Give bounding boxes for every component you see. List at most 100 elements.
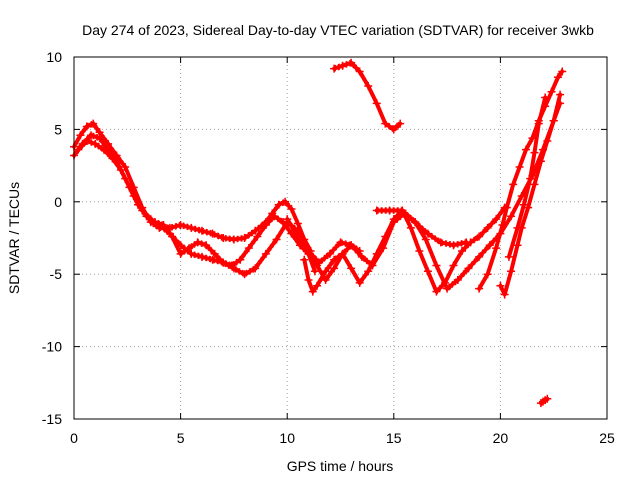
x-axis-label: GPS time / hours [287, 458, 394, 474]
point-track-f-0 [372, 206, 381, 215]
point-track-d-26 [556, 90, 565, 99]
point-track-e-4 [321, 267, 330, 276]
series-lower-edge-track-g [478, 73, 563, 292]
series-line-track-g [477, 69, 565, 291]
point-track-c-8 [142, 212, 151, 221]
point-track-d-5 [336, 238, 345, 247]
point-track-f-7 [462, 238, 471, 247]
point-track-b-20 [261, 249, 270, 258]
point-track-e-17 [432, 287, 441, 296]
point-track-e-3 [313, 281, 322, 290]
data-traces [70, 58, 567, 408]
point-track-a-25 [287, 205, 296, 214]
point-track-c-16 [210, 249, 219, 258]
point-track-e-7 [347, 264, 356, 273]
series-lower-edge-track-h [499, 105, 561, 299]
point-track-a-26 [293, 219, 302, 228]
point-track-c-29 [321, 275, 330, 284]
point-track-b-19 [251, 264, 260, 273]
point-track-b-25 [310, 267, 319, 276]
point-track-c-4 [108, 154, 117, 163]
point-track-c-1 [82, 136, 91, 145]
point-track-c-24 [278, 218, 287, 227]
point-track-b-15 [208, 255, 217, 264]
y-tick-label-3: 0 [54, 194, 62, 210]
point-track-a-19 [240, 234, 249, 242]
point-track-j-6 [381, 119, 390, 128]
point-track-e-11 [381, 232, 390, 241]
point-track-b-2 [87, 131, 96, 140]
point-track-c-3 [99, 145, 108, 154]
point-track-c-7 [133, 200, 142, 209]
y-axis-label: SDTVAR / TECUs [6, 182, 22, 294]
point-track-c-20 [244, 244, 253, 253]
y-tick-label-4: 5 [54, 121, 62, 137]
point-track-c-6 [125, 183, 134, 192]
point-track-c-23 [270, 212, 279, 221]
point-track-e-14 [406, 223, 415, 232]
point-track-j-3 [355, 67, 364, 76]
point-track-e-24 [492, 215, 501, 224]
point-track-j-2 [347, 58, 356, 67]
point-track-h-6 [530, 180, 539, 189]
point-track-f-1 [385, 206, 394, 215]
point-track-e-18 [440, 278, 449, 287]
point-track-e-20 [458, 247, 467, 256]
x-tick-label-3: 15 [386, 430, 402, 446]
series-lower-edge-track-e [303, 209, 506, 296]
point-track-g-12 [553, 73, 562, 82]
point-track-h-5 [524, 203, 533, 212]
point-track-d-4 [325, 249, 334, 258]
point-track-a-14 [187, 223, 196, 232]
point-track-e-23 [483, 223, 492, 232]
point-track-g-2 [492, 244, 501, 253]
point-track-c-10 [159, 220, 168, 229]
point-track-e-15 [415, 247, 424, 256]
point-track-i-6 [541, 93, 550, 102]
point-track-e-22 [475, 232, 484, 241]
point-track-i-2 [519, 200, 528, 209]
series-line-track-e [302, 205, 507, 294]
point-track-f-2 [398, 206, 407, 215]
point-track-g-0 [475, 284, 484, 293]
point-track-e-1 [304, 275, 313, 284]
point-track-g-5 [509, 180, 518, 189]
point-track-e-5 [330, 255, 339, 264]
grid-lines [74, 57, 607, 419]
point-track-a-24 [281, 197, 290, 206]
point-track-d-19 [485, 241, 494, 250]
x-tick-label-4: 20 [493, 430, 509, 446]
point-track-j-7 [389, 125, 398, 134]
x-tick-label-1: 5 [177, 430, 185, 446]
point-track-c-22 [261, 220, 270, 229]
point-track-h-3 [513, 241, 522, 250]
point-track-e-0 [300, 255, 309, 264]
y-tick-label-5: 10 [46, 49, 62, 65]
point-track-c-5 [116, 165, 125, 174]
point-track-e-19 [449, 261, 458, 270]
point-track-j-1 [338, 61, 347, 70]
point-track-a-13 [176, 220, 185, 229]
point-track-a-7 [121, 163, 130, 172]
point-track-d-1 [293, 232, 302, 241]
point-track-a-18 [229, 235, 238, 244]
y-tick-labels: -15 -10 -5 0 5 10 [42, 49, 62, 427]
point-track-d-17 [464, 264, 473, 273]
point-track-d-6 [347, 241, 356, 250]
point-track-j-5 [372, 99, 381, 108]
point-track-h-10 [556, 99, 565, 108]
point-track-h-1 [500, 290, 509, 299]
point-track-a-3 [89, 119, 98, 128]
point-track-b-18 [240, 270, 249, 279]
point-track-d-3 [315, 258, 324, 267]
point-track-g-3 [498, 220, 507, 229]
point-track-i-0 [504, 252, 513, 261]
point-track-c-12 [176, 249, 185, 258]
point-track-f-4 [423, 229, 432, 238]
point-track-c-0 [74, 145, 83, 154]
point-track-d-16 [453, 275, 462, 284]
point-track-c-15 [202, 241, 211, 250]
plot-frame [73, 56, 608, 420]
point-track-a-2 [82, 122, 91, 131]
point-track-b-14 [197, 252, 206, 261]
